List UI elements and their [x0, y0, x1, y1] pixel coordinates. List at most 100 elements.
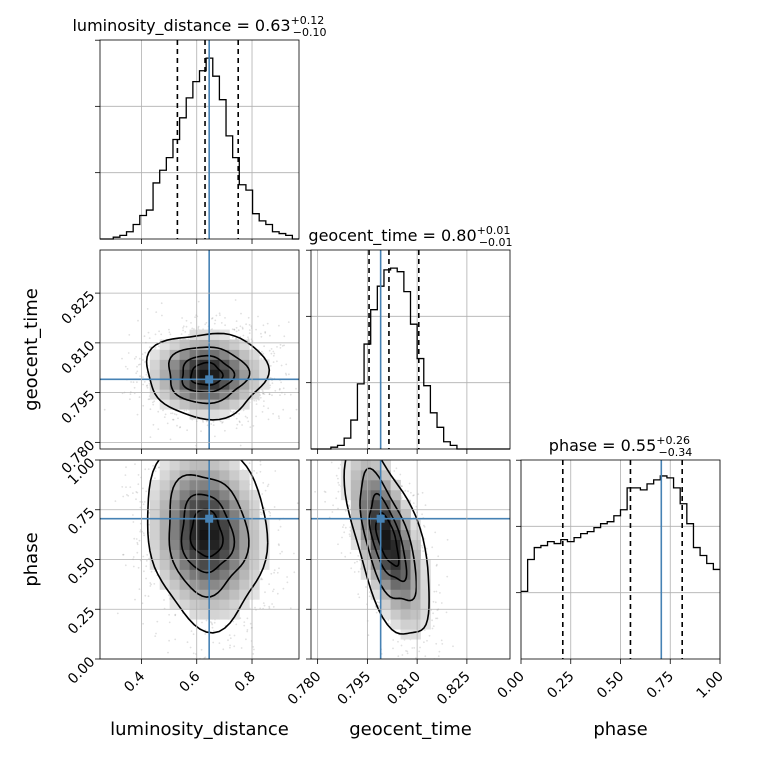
density-bin [219, 489, 230, 501]
sample-point [213, 322, 216, 325]
sample-point [232, 620, 235, 623]
sample-point [397, 655, 400, 658]
sample-point [154, 635, 157, 637]
sample-point [114, 500, 117, 502]
marginal-title: phase = 0.55+0.26 −0.34 [549, 434, 692, 459]
sample-point [142, 404, 145, 407]
sample-point [276, 571, 279, 574]
density-bin [219, 499, 230, 511]
sample-point [139, 506, 142, 509]
sample-point [137, 474, 140, 476]
sample-point [184, 331, 187, 333]
sample-point [132, 514, 134, 516]
sample-point [274, 470, 277, 472]
density-bin [209, 349, 220, 360]
sample-point [135, 372, 138, 375]
density-bin [159, 559, 171, 570]
sample-point [197, 300, 200, 303]
density-bin [219, 339, 230, 350]
density-bin [239, 369, 250, 380]
density-bin [189, 499, 200, 511]
truth-marker [205, 375, 214, 384]
sample-point [213, 621, 216, 624]
sample-point [234, 338, 237, 340]
marginal-panel-luminosity_distance: luminosity_distance = 0.63+0.12 −0.10 [72, 14, 327, 244]
sample-point [162, 409, 164, 412]
sample-point [211, 626, 214, 629]
sample-point [264, 591, 266, 594]
sample-point [269, 512, 272, 514]
sample-point [153, 400, 156, 403]
density-bin [159, 389, 171, 400]
sample-point [274, 389, 277, 392]
sample-point [237, 329, 240, 332]
density-bin [189, 599, 200, 610]
sample-point [263, 345, 265, 348]
joint-panel-geocent_time-phase [306, 459, 511, 664]
density-bin [189, 339, 200, 350]
density-bin [209, 369, 220, 380]
sample-point [139, 363, 142, 366]
density-bin [219, 609, 230, 620]
density-bin [229, 469, 240, 481]
density-bin [209, 539, 220, 550]
sample-point [167, 651, 169, 654]
sample-point [148, 346, 151, 349]
sample-point [136, 365, 138, 368]
sample-point [255, 400, 258, 402]
sample-point [235, 326, 238, 329]
sample-point [279, 525, 282, 528]
density-bin [229, 479, 240, 491]
density-bin [149, 349, 161, 360]
density-bin [149, 359, 161, 370]
sample-point [136, 370, 139, 373]
sample-point [138, 357, 141, 360]
density-bin [149, 559, 161, 570]
density-bin [219, 529, 230, 540]
panel-border [310, 249, 511, 450]
sample-point [268, 605, 271, 608]
sample-point [439, 592, 441, 594]
density-bin [229, 389, 240, 400]
sample-point [261, 578, 264, 581]
density-bin [199, 529, 210, 540]
sample-point [233, 329, 236, 331]
sample-point [174, 638, 177, 641]
sample-point [285, 374, 288, 376]
sample-point [252, 653, 255, 655]
density-bin [149, 499, 161, 511]
sample-point [238, 413, 241, 415]
sample-point [261, 493, 264, 495]
sample-point [171, 412, 174, 415]
sample-point [152, 464, 155, 467]
density-bin [239, 479, 250, 491]
density-bin [219, 589, 230, 600]
density-bin [239, 529, 250, 540]
marginal-histogram [521, 475, 720, 592]
sample-point [142, 622, 145, 625]
sample-point [268, 393, 271, 396]
density-bin [179, 349, 190, 360]
sample-point [279, 394, 281, 396]
density-bin [219, 379, 230, 390]
sample-point [246, 416, 249, 419]
sample-point [289, 417, 292, 419]
sample-point [158, 330, 161, 333]
sample-point [186, 641, 189, 644]
sample-point [177, 417, 179, 420]
sample-point [143, 335, 146, 338]
sample-point [155, 632, 157, 635]
density-bin [239, 599, 250, 610]
sample-point [154, 477, 156, 480]
sample-point [400, 485, 403, 487]
sample-point [168, 328, 170, 331]
sample-point [235, 337, 238, 340]
sample-point [230, 410, 232, 413]
sample-point [242, 334, 245, 337]
sample-point [200, 648, 203, 651]
sample-point [262, 602, 265, 604]
sample-point [130, 381, 133, 383]
density-bin [219, 599, 230, 610]
density-bin [199, 579, 210, 590]
density-bin [239, 339, 250, 350]
